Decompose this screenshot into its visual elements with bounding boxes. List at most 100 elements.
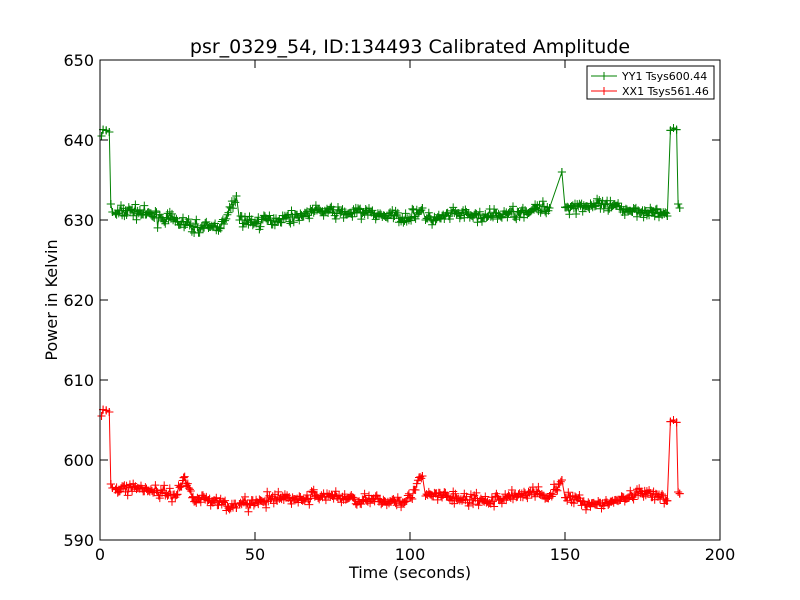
data-point xyxy=(142,484,151,493)
data-point xyxy=(483,212,492,221)
data-point xyxy=(235,216,244,224)
data-point xyxy=(437,491,445,500)
series-layer xyxy=(97,124,684,516)
data-point xyxy=(142,210,151,219)
x-tick-label: 200 xyxy=(705,545,736,564)
data-point xyxy=(514,490,523,499)
plot-area: 0 50 100 150 200 590 600 610 620 630 640 650 xyxy=(63,51,735,564)
data-point xyxy=(672,125,681,134)
data-point xyxy=(592,201,600,210)
data-point xyxy=(421,216,430,224)
x-tick-label: 50 xyxy=(245,545,265,564)
data-point xyxy=(499,210,507,219)
data-point xyxy=(297,496,306,504)
data-point xyxy=(418,204,427,212)
data-point xyxy=(437,214,445,223)
data-point xyxy=(127,483,135,492)
tick-layer: 0 50 100 150 200 590 600 610 620 630 640 650 xyxy=(63,51,735,564)
data-point xyxy=(674,488,683,496)
data-point xyxy=(623,494,631,503)
data-point xyxy=(638,489,647,498)
data-point xyxy=(468,496,476,504)
x-tick-label: 0 xyxy=(95,545,105,564)
data-point xyxy=(468,212,476,220)
data-point xyxy=(514,208,523,216)
chart-title: psr_0329_54, ID:134493 Calibrated Amplit… xyxy=(190,36,630,58)
data-point xyxy=(282,213,290,222)
data-point xyxy=(179,473,188,482)
data-point xyxy=(654,492,662,501)
legend-entry: XX1 Tsys561.46 xyxy=(591,85,709,98)
data-point xyxy=(452,494,461,503)
data-point xyxy=(220,498,228,507)
data-point xyxy=(561,493,569,502)
data-point xyxy=(282,493,290,502)
legend: YY1 Tsys600.44 XX1 Tsys561.46 xyxy=(586,65,715,100)
y-tick-label: 630 xyxy=(63,211,94,230)
data-point xyxy=(418,472,427,480)
legend-marker xyxy=(600,87,608,95)
data-point xyxy=(344,209,352,218)
data-point xyxy=(545,492,554,500)
y-tick-label: 590 xyxy=(63,531,94,550)
data-point xyxy=(313,491,321,500)
data-point xyxy=(499,494,507,503)
data-point xyxy=(530,205,538,214)
data-point xyxy=(623,205,631,214)
data-point xyxy=(344,494,352,503)
data-point xyxy=(545,204,554,212)
data-point xyxy=(158,213,166,222)
data-point xyxy=(232,192,241,200)
data-point xyxy=(406,493,414,502)
y-tick-label: 620 xyxy=(63,291,94,310)
data-point xyxy=(576,201,585,210)
legend-marker xyxy=(600,72,608,80)
plot-background xyxy=(100,60,720,540)
data-point xyxy=(592,500,600,509)
x-tick-label: 150 xyxy=(550,545,581,564)
data-point xyxy=(576,496,585,505)
data-point xyxy=(328,208,337,216)
data-point xyxy=(452,209,461,218)
data-point xyxy=(111,485,120,494)
data-point xyxy=(672,418,681,427)
y-tick-label: 610 xyxy=(63,371,94,390)
data-point xyxy=(297,211,306,220)
series-2 xyxy=(97,405,684,516)
legend-box xyxy=(586,65,715,100)
y-tick-label: 640 xyxy=(63,131,94,150)
data-point xyxy=(189,222,197,231)
data-point xyxy=(359,208,368,216)
data-point xyxy=(105,128,114,136)
data-point xyxy=(106,200,115,208)
y-tick-label: 650 xyxy=(63,51,94,70)
data-point xyxy=(189,492,197,501)
x-tick-label: 100 xyxy=(395,545,426,564)
data-point xyxy=(266,216,275,224)
data-point xyxy=(204,224,213,232)
data-point xyxy=(106,480,115,488)
data-point xyxy=(483,497,492,506)
data-point xyxy=(654,209,662,218)
y-tick-label: 600 xyxy=(63,451,94,470)
data-point xyxy=(204,496,213,504)
legend-label: XX1 Tsys561.46 xyxy=(622,85,709,98)
data-point xyxy=(421,492,430,500)
data-point xyxy=(375,211,383,220)
data-point xyxy=(390,496,399,505)
data-point xyxy=(607,497,616,506)
data-point xyxy=(561,203,569,212)
data-point xyxy=(663,496,672,505)
data-point xyxy=(557,476,566,484)
data-point xyxy=(375,497,383,506)
data-point xyxy=(406,213,414,222)
data-point xyxy=(97,132,106,140)
data-point xyxy=(105,408,114,416)
legend-entry: YY1 Tsys600.44 xyxy=(591,70,707,83)
data-point xyxy=(675,204,684,212)
data-point xyxy=(111,209,120,218)
data-point xyxy=(97,412,106,420)
data-point xyxy=(675,489,684,498)
data-point xyxy=(158,488,166,497)
